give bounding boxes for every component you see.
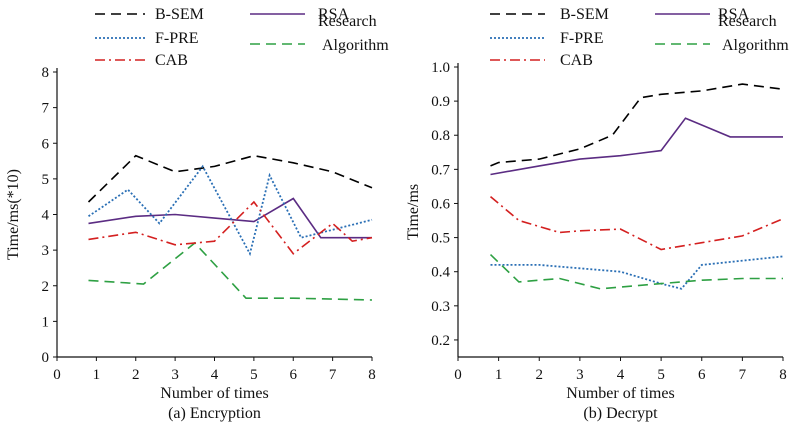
legend-label: F-PRE <box>560 30 604 47</box>
legend: B-SEM RSA F-PRE Research Algorithm CAB <box>490 6 789 69</box>
y-tick-label: 1.0 <box>431 60 450 76</box>
y-tick-label: 8 <box>42 65 50 81</box>
panel-encryption: 0 1 2 3 4 5 6 7 8 0 1 2 3 4 5 6 7 8 Number of times Time/ms… <box>5 6 389 422</box>
y-tick-label: 0.5 <box>431 231 450 247</box>
x-tick-label: 2 <box>536 367 544 383</box>
y-tick-label: 1 <box>42 314 50 330</box>
y-axis-label: Time/ms <box>405 184 422 240</box>
legend-label: Research <box>718 13 777 30</box>
y-tick-label: 0.3 <box>431 299 450 315</box>
series-line-cab <box>489 195 784 251</box>
y-tick-label: 0.7 <box>431 162 450 178</box>
y-tick-label: 0 <box>42 350 50 366</box>
x-tick-label: 5 <box>250 367 258 383</box>
x-tick-label: 6 <box>290 367 298 383</box>
series-line-b-sem <box>87 154 373 203</box>
x-tick-label: 1 <box>93 367 101 383</box>
x-tick-label: 1 <box>495 367 503 383</box>
series-line-cab <box>88 200 373 255</box>
x-tick-label: 6 <box>698 367 706 383</box>
x-axis-label: Number of times <box>566 385 674 402</box>
y-tick-label: 3 <box>42 243 50 259</box>
legend-label: CAB <box>155 52 188 69</box>
legend-label: F-PRE <box>155 30 199 47</box>
panel-caption: (b) Decrypt <box>583 405 658 422</box>
legend-label: CAB <box>560 52 593 69</box>
x-tick-label: 8 <box>779 367 787 383</box>
y-tick-label: 0.4 <box>431 265 450 281</box>
x-tick-label: 0 <box>454 367 462 383</box>
y-tick-label: 0.8 <box>431 128 450 144</box>
series-line-b-sem <box>490 83 784 167</box>
series-line-f-pre <box>87 164 373 257</box>
legend-label: B-SEM <box>560 6 609 23</box>
series-line-research-algorithm <box>88 241 373 301</box>
x-tick-label: 7 <box>739 367 747 383</box>
x-tick-label: 4 <box>617 367 625 383</box>
series-line-rsa <box>88 197 372 239</box>
series-line-f-pre <box>490 255 784 290</box>
x-tick-label: 4 <box>211 367 219 383</box>
x-tick-label: 0 <box>53 367 61 383</box>
y-axis-label: Time/ms(*10) <box>5 169 22 260</box>
x-tick-label: 2 <box>132 367 140 383</box>
series-line-rsa <box>490 117 783 176</box>
legend-label: Algorithm <box>722 37 789 54</box>
legend-label: Algorithm <box>322 37 389 54</box>
panel-caption: (a) Encryption <box>168 405 261 422</box>
y-tick-label: 5 <box>42 172 50 188</box>
series-line-research-algorithm <box>489 254 783 290</box>
legend-label: B-SEM <box>155 6 204 23</box>
y-tick-label: 0.9 <box>431 94 450 110</box>
legend-label: Research <box>318 13 377 30</box>
x-tick-label: 8 <box>368 367 376 383</box>
x-tick-label: 5 <box>657 367 665 383</box>
y-tick-label: 4 <box>42 208 50 224</box>
y-tick-label: 6 <box>42 136 50 152</box>
y-tick-label: 7 <box>42 101 50 117</box>
x-tick-label: 7 <box>329 367 337 383</box>
legend-label: RSA <box>318 6 350 23</box>
x-axis-label: Number of times <box>160 385 268 402</box>
legend-label: RSA <box>718 6 750 23</box>
x-tick-label: 3 <box>576 367 584 383</box>
y-tick-label: 2 <box>42 279 50 295</box>
y-tick-label: 0.6 <box>431 196 450 212</box>
y-tick-label: 0.2 <box>431 333 450 349</box>
panel-decrypt: 0.2 0.3 0.4 0.5 0.6 0.7 0.8 0.9 1.0 0 1 2 3 4 5 6 7 8 Numb… <box>405 6 789 422</box>
x-tick-label: 3 <box>171 367 179 383</box>
legend: B-SEM RSA F-PRE Research Algorithm CAB <box>95 6 389 69</box>
